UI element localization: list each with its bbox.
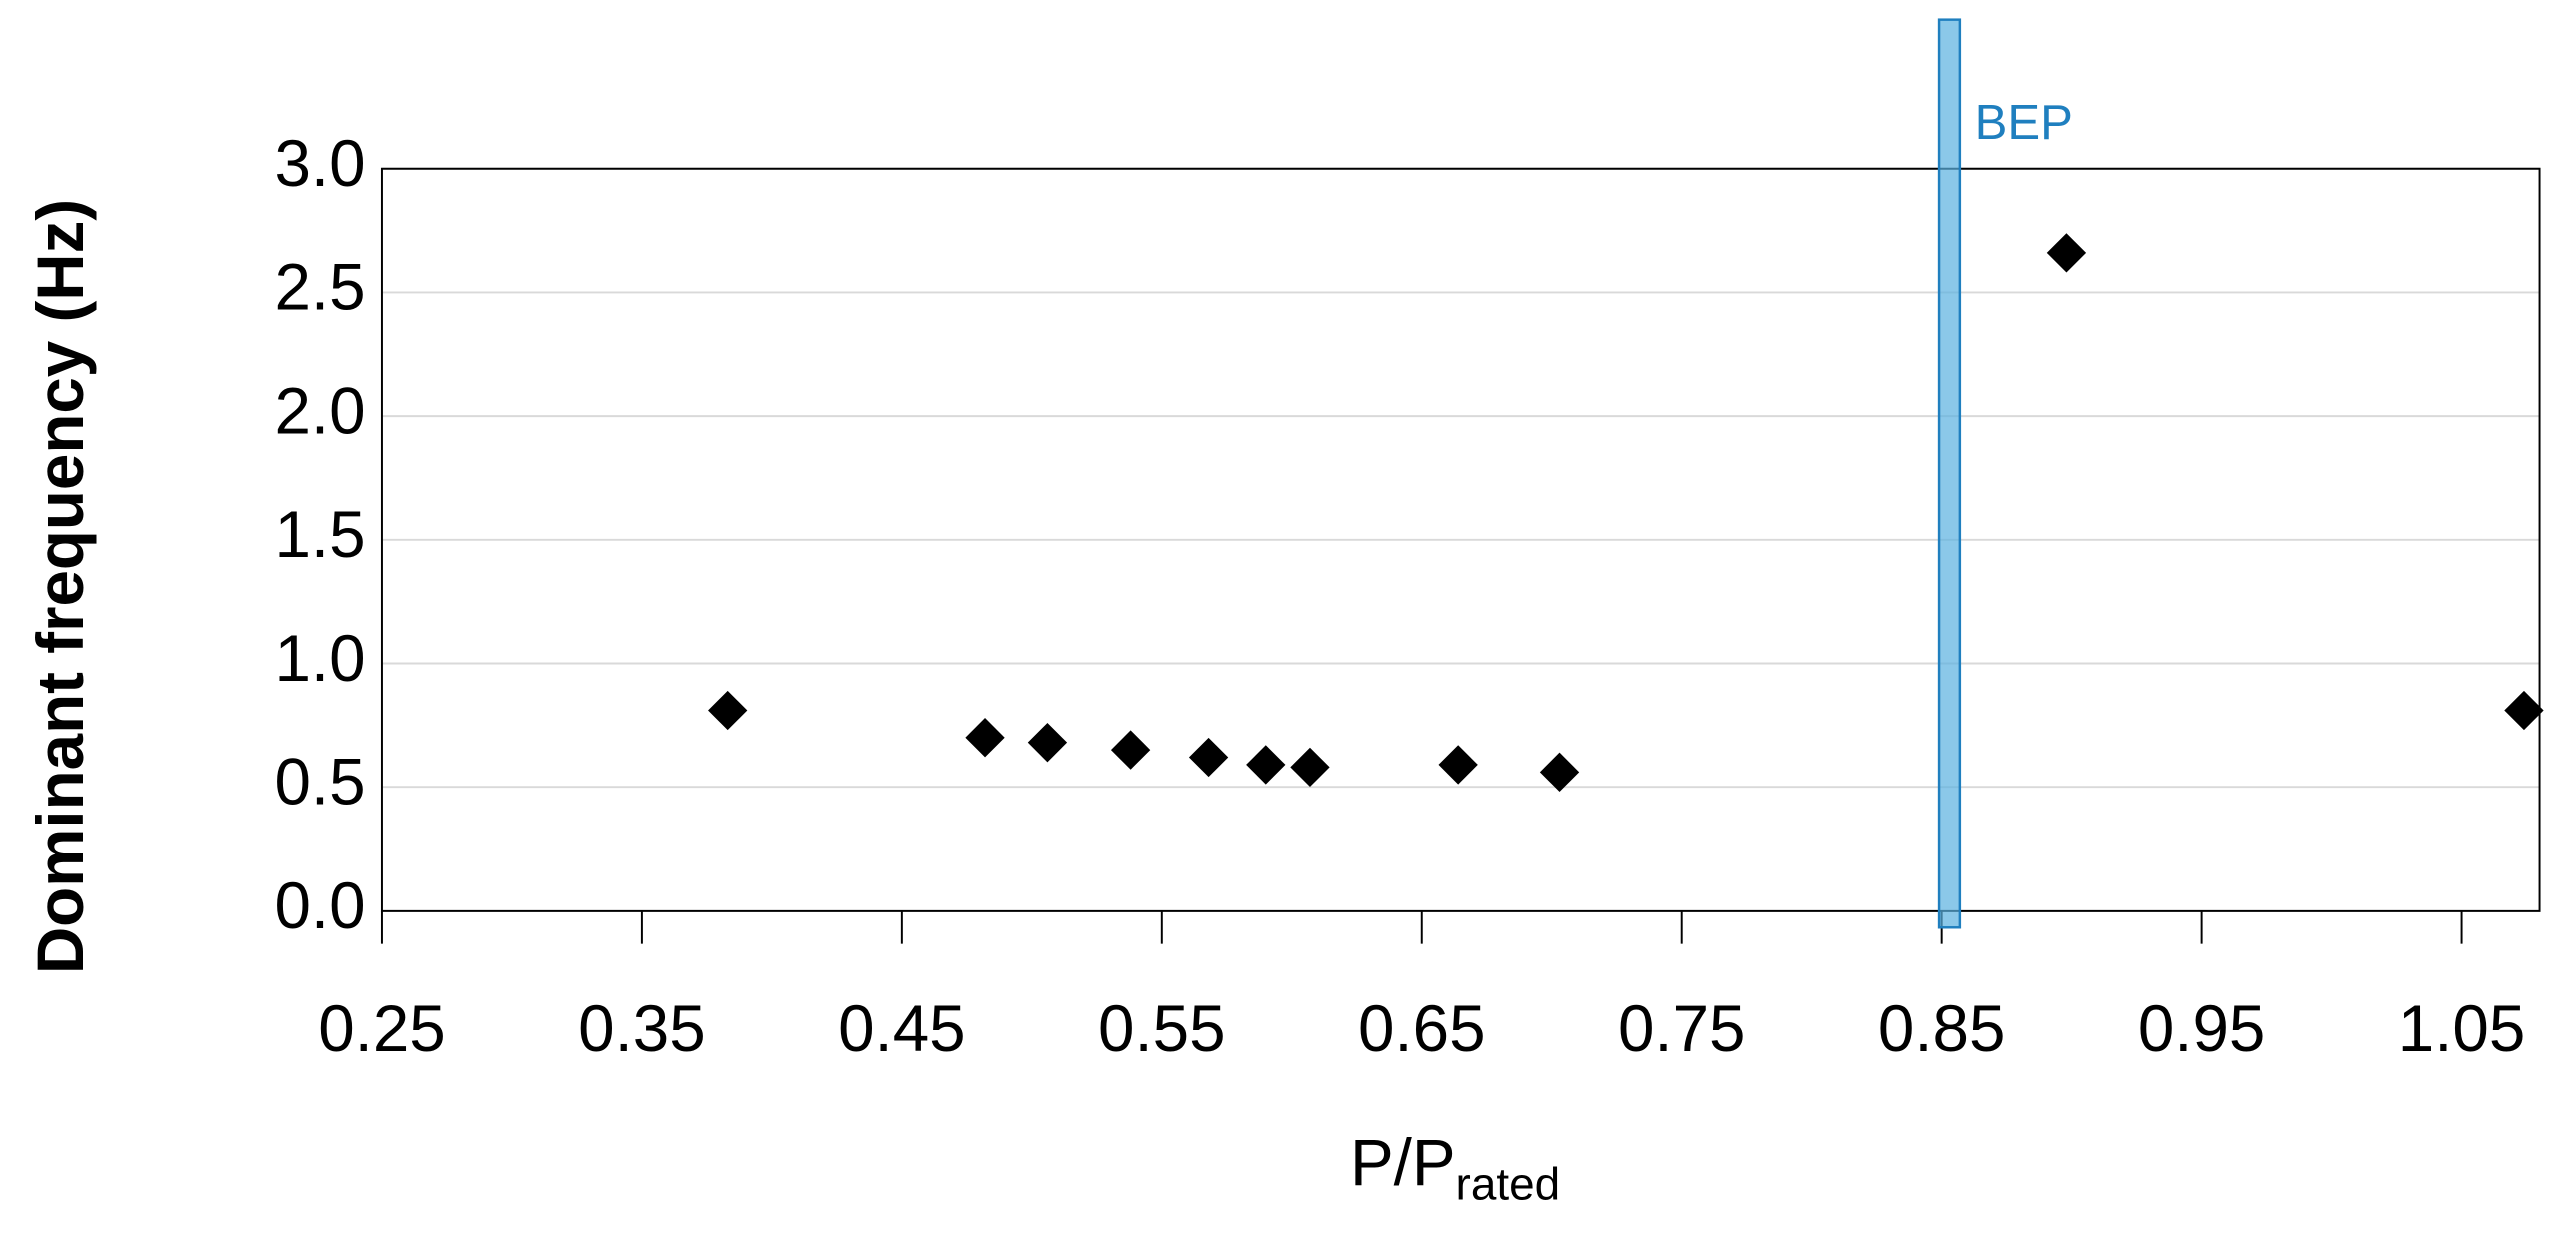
plot-frame bbox=[380, 167, 2541, 912]
y-tick-label: 0.5 bbox=[274, 746, 365, 819]
marker bbox=[1438, 745, 1478, 785]
y-axis-label: Dominant frequency (Hz) bbox=[24, 199, 97, 974]
y-tick-label: 2.0 bbox=[274, 374, 365, 447]
bep-band bbox=[1937, 18, 1962, 929]
y-tick-label: 2.5 bbox=[274, 251, 365, 324]
x-tick-label: 1.05 bbox=[2398, 992, 2526, 1065]
marker bbox=[708, 690, 748, 731]
marker bbox=[1027, 723, 1068, 763]
x-tick-label: 0.35 bbox=[578, 992, 706, 1065]
marker bbox=[1188, 737, 1229, 778]
y-tick-label: 3.0 bbox=[274, 127, 365, 200]
marker bbox=[2046, 233, 2087, 273]
marker bbox=[1246, 745, 1286, 785]
x-tick-label: 0.25 bbox=[318, 992, 446, 1065]
marker bbox=[965, 718, 1005, 758]
marker bbox=[2504, 690, 2544, 731]
x-tick-label: 0.55 bbox=[1098, 992, 1226, 1065]
y-tick-label: 1.5 bbox=[274, 498, 365, 571]
x-tick-label: 0.95 bbox=[2138, 992, 2266, 1065]
x-tick-label: 0.45 bbox=[838, 992, 966, 1065]
x-tick-label: 0.85 bbox=[1878, 992, 2006, 1065]
marker bbox=[1110, 730, 1151, 770]
bep-label: BEP bbox=[1975, 96, 2073, 150]
marker bbox=[1290, 747, 1330, 788]
marker bbox=[1539, 752, 1580, 793]
x-axis-label-sub: rated bbox=[1456, 1158, 1561, 1210]
x-axis-label: P/Prated bbox=[1350, 1126, 1560, 1209]
y-tick-label: 1.0 bbox=[274, 622, 365, 695]
x-tick-label: 0.75 bbox=[1618, 992, 1746, 1065]
y-tick-label: 0.0 bbox=[274, 869, 365, 942]
x-axis-label-main: P/P bbox=[1350, 1126, 1456, 1199]
x-tick-label: 0.65 bbox=[1358, 992, 1486, 1065]
